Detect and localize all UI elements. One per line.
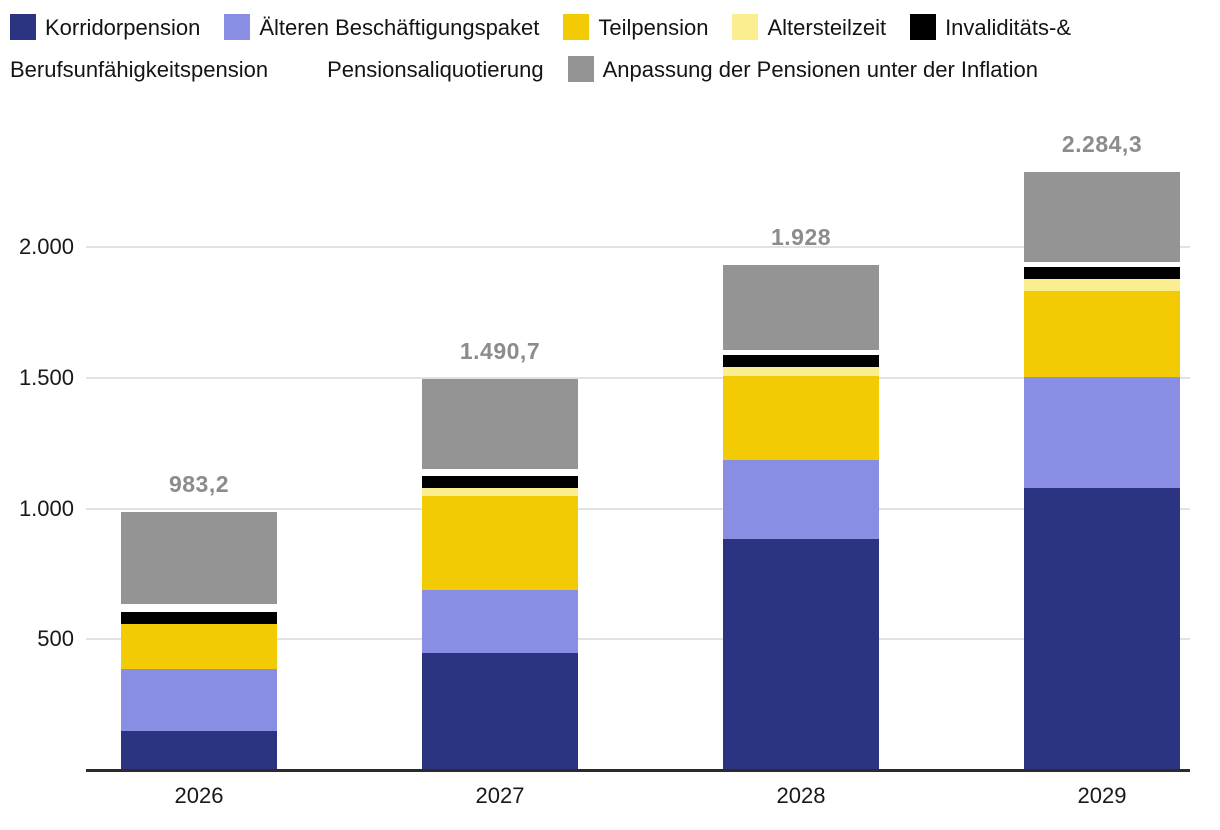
bar-segment bbox=[121, 731, 277, 769]
bar-segment bbox=[1024, 376, 1180, 489]
bar-segment bbox=[723, 367, 879, 377]
bar-segment bbox=[422, 495, 578, 591]
legend-item-3: Teilpension bbox=[563, 14, 732, 40]
y-axis-tick-label: 2.000 bbox=[18, 234, 74, 259]
bar-segment bbox=[422, 590, 578, 654]
bar-segment bbox=[1024, 261, 1180, 267]
bar-segment bbox=[121, 604, 277, 613]
bar-total-label: 983,2 bbox=[168, 470, 230, 497]
x-axis-tick-label: 2026 bbox=[174, 783, 224, 808]
legend-swatch-icon bbox=[567, 56, 594, 82]
bar-segment bbox=[1024, 266, 1180, 279]
bar-segment bbox=[723, 376, 879, 461]
bar-segment bbox=[723, 538, 879, 769]
legend-item-label: Teilpension bbox=[598, 15, 709, 40]
bar-segment bbox=[121, 669, 277, 732]
legend-item-label: Korridorpension bbox=[45, 15, 201, 40]
bar-segment bbox=[723, 350, 879, 356]
gridline-1.000 bbox=[86, 507, 1190, 510]
bar-total-label: 1.490,7 bbox=[459, 338, 541, 365]
y-axis-tick-label: 500 bbox=[37, 626, 74, 652]
legend-item-label: Invaliditäts-& Berufsunfähigkeitspension bbox=[10, 15, 1072, 82]
bar-segment bbox=[723, 355, 879, 368]
stacked-bar-2028 bbox=[723, 264, 879, 769]
legend-item-5: Invaliditäts-& Berufsunfähigkeitspension bbox=[10, 14, 1072, 82]
legend-swatch-icon bbox=[563, 14, 590, 40]
legend-swatch-icon bbox=[10, 14, 36, 40]
gridline-2.000 bbox=[86, 246, 1190, 248]
bar-segment bbox=[723, 460, 879, 539]
bar-total-label: 2.284,3 bbox=[1061, 130, 1143, 157]
bar-segment bbox=[1024, 171, 1180, 262]
bar-segment bbox=[422, 488, 578, 496]
bar-segment bbox=[422, 476, 578, 489]
y-axis-tick-label: 1.500 bbox=[18, 364, 74, 390]
legend-item-4: Altersteilzeit bbox=[732, 14, 910, 40]
bar-segment bbox=[121, 624, 277, 670]
gridline-500 bbox=[86, 638, 1190, 641]
chart-legend: Korridorpension Älteren Beschäftigungspak… bbox=[0, 0, 1220, 91]
legend-item-label: Pensionsaliquotierung bbox=[327, 57, 544, 82]
bar-segment bbox=[723, 264, 879, 351]
bar-segment bbox=[121, 612, 277, 625]
bar-total-label: 1.928 bbox=[770, 223, 832, 250]
legend-item-label: Altersteilzeit bbox=[767, 15, 887, 40]
legend-item-label: Anpassung der Pensionen unter der Inflat… bbox=[602, 57, 1038, 82]
legend-swatch-icon bbox=[224, 14, 251, 40]
bar-segment bbox=[422, 469, 578, 477]
bar-segment bbox=[1024, 290, 1180, 377]
x-axis-tick-label: 2029 bbox=[1077, 783, 1127, 808]
legend-item-label: Älteren Beschäftigungspaket bbox=[259, 15, 540, 40]
legend-swatch-icon bbox=[732, 14, 759, 40]
x-axis-tick-label: 2027 bbox=[475, 783, 525, 808]
gridline-1.500 bbox=[86, 376, 1190, 379]
y-axis-tick-label: 1.000 bbox=[18, 495, 74, 521]
bar-segment bbox=[422, 379, 578, 470]
legend-swatch-icon bbox=[292, 56, 319, 82]
legend-item-1: Korridorpension bbox=[10, 14, 224, 40]
stacked-bar-2029 bbox=[1024, 171, 1180, 769]
x-axis-tick-label: 2028 bbox=[776, 783, 826, 808]
x-axis-line bbox=[86, 769, 1190, 772]
stacked-bar-2027 bbox=[422, 379, 578, 769]
bar-segment bbox=[1024, 278, 1180, 291]
legend-item-7: Anpassung der Pensionen unter der Inflat… bbox=[567, 56, 1062, 82]
legend-swatch-icon bbox=[910, 14, 937, 40]
legend-item-2: Älteren Beschäftigungspaket bbox=[224, 14, 563, 40]
bar-segment bbox=[1024, 488, 1180, 769]
legend-item-6: Pensionsaliquotierung bbox=[292, 56, 568, 82]
stacked-bar-2026 bbox=[121, 511, 277, 769]
bar-segment bbox=[422, 653, 578, 769]
bar-segment bbox=[121, 511, 277, 605]
